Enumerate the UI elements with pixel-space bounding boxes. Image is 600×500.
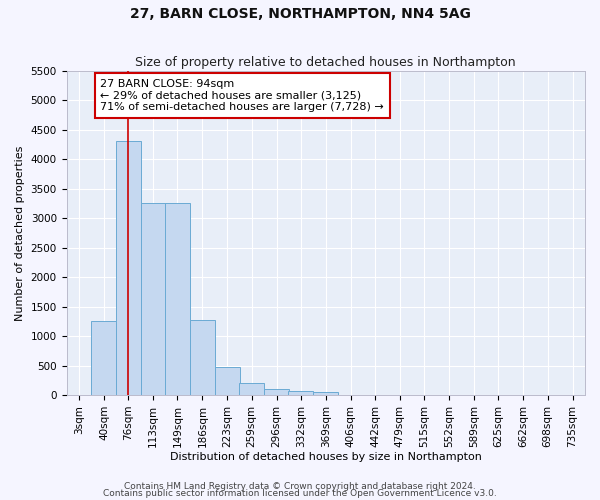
Text: Contains public sector information licensed under the Open Government Licence v3: Contains public sector information licen… (103, 490, 497, 498)
Bar (313, 392, 338, 395)
Text: 27 BARN CLOSE: 94sqm
← 29% of detached houses are smaller (3,125)
71% of semi-de: 27 BARN CLOSE: 94sqm ← 29% of detached h… (100, 79, 384, 112)
Text: Contains HM Land Registry data © Crown copyright and database right 2024.: Contains HM Land Registry data © Crown c… (124, 482, 476, 491)
Text: 27, BARN CLOSE, NORTHAMPTON, NN4 5AG: 27, BARN CLOSE, NORTHAMPTON, NN4 5AG (130, 8, 470, 22)
Bar (165, 204, 190, 395)
Title: Size of property relative to detached houses in Northampton: Size of property relative to detached ho… (136, 56, 516, 70)
Bar (264, 389, 289, 395)
X-axis label: Distribution of detached houses by size in Northampton: Distribution of detached houses by size … (170, 452, 482, 462)
Bar (91, 322, 116, 395)
Bar (190, 320, 215, 395)
Y-axis label: Number of detached properties: Number of detached properties (15, 145, 25, 320)
Bar (239, 384, 264, 395)
Bar (215, 367, 240, 395)
Bar (289, 390, 313, 395)
Bar (116, 142, 140, 395)
Bar (140, 204, 166, 395)
